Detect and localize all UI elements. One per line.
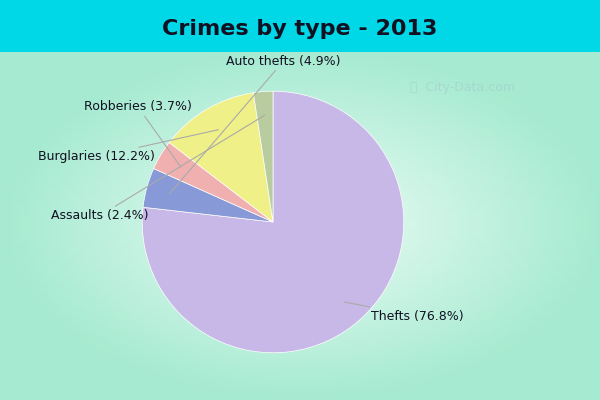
Text: ⓘ  City-Data.com: ⓘ City-Data.com (409, 82, 515, 94)
Text: Thefts (76.8%): Thefts (76.8%) (344, 302, 464, 323)
Wedge shape (253, 91, 273, 222)
Text: Burglaries (12.2%): Burglaries (12.2%) (38, 130, 218, 163)
Wedge shape (142, 91, 404, 353)
Text: Crimes by type - 2013: Crimes by type - 2013 (163, 18, 437, 39)
Wedge shape (143, 168, 273, 222)
Text: Auto thefts (4.9%): Auto thefts (4.9%) (170, 55, 341, 194)
Wedge shape (169, 93, 273, 222)
Text: Assaults (2.4%): Assaults (2.4%) (51, 115, 265, 222)
Text: Robberies (3.7%): Robberies (3.7%) (84, 100, 192, 167)
Wedge shape (154, 142, 273, 222)
